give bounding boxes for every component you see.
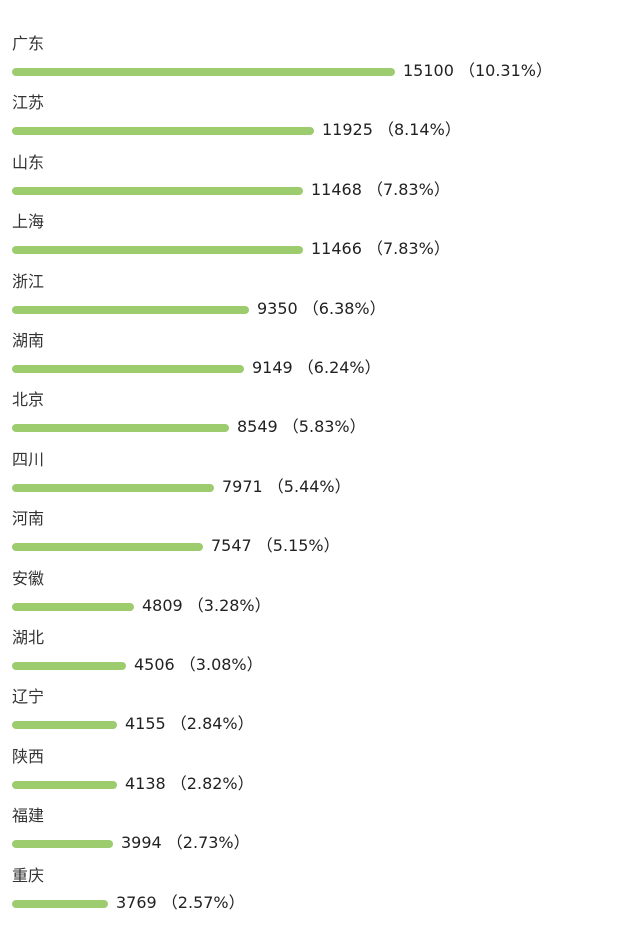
value-label: 3769 （2.57%） bbox=[116, 892, 245, 912]
bar bbox=[12, 186, 303, 195]
bar bbox=[12, 721, 117, 730]
category-label: 陕西 bbox=[12, 746, 45, 766]
category-label: 广东 bbox=[12, 34, 45, 53]
value-label: 7547 （5.15%） bbox=[211, 536, 340, 556]
bar-row: 江苏 11925 （8.14%） bbox=[0, 93, 625, 153]
category-label: 山东 bbox=[12, 152, 45, 172]
category-label: 四川 bbox=[12, 449, 45, 469]
category-label: 江苏 bbox=[12, 93, 45, 113]
category-label: 湖南 bbox=[12, 331, 45, 350]
bar bbox=[12, 68, 395, 76]
bar-row: 山东 11468 （7.83%） bbox=[0, 153, 625, 213]
value-label: 8549 （5.83%） bbox=[237, 417, 366, 437]
bar bbox=[12, 543, 203, 552]
bar-row: 陕西 4138 （2.82%） bbox=[0, 747, 625, 807]
bar-row: 浙江 9350 （6.38%） bbox=[0, 272, 625, 332]
value-label: 11468 （7.83%） bbox=[311, 179, 450, 199]
bar bbox=[12, 780, 117, 789]
bar-row: 湖南 9149 （6.24%） bbox=[0, 331, 625, 391]
category-label: 河南 bbox=[12, 509, 45, 529]
bar-row: 安徽 4809 （3.28%） bbox=[0, 569, 625, 629]
value-label: 4809 （3.28%） bbox=[142, 595, 271, 615]
bar-row: 四川 7971 （5.44%） bbox=[0, 450, 625, 510]
category-label: 辽宁 bbox=[12, 687, 45, 707]
bar bbox=[12, 305, 249, 314]
bar bbox=[12, 365, 244, 373]
bar-row: 福建 3994 （2.73%） bbox=[0, 806, 625, 866]
bar-row: 广东 15100 （10.31%） bbox=[0, 34, 625, 94]
bar bbox=[12, 483, 214, 492]
category-label: 重庆 bbox=[12, 865, 45, 885]
value-label: 11466 （7.83%） bbox=[311, 239, 450, 259]
bar bbox=[12, 424, 229, 433]
bar bbox=[12, 662, 126, 670]
bar bbox=[12, 127, 314, 136]
category-label: 福建 bbox=[12, 806, 45, 826]
category-label: 浙江 bbox=[12, 271, 45, 291]
bar-row: 北京 8549 （5.83%） bbox=[0, 390, 625, 450]
bar-row: 上海 11466 （7.83%） bbox=[0, 212, 625, 272]
value-label: 3994 （2.73%） bbox=[121, 833, 250, 853]
value-label: 4155 （2.84%） bbox=[125, 714, 254, 734]
bar bbox=[12, 246, 303, 255]
value-label: 15100 （10.31%） bbox=[403, 61, 552, 80]
value-label: 4138 （2.82%） bbox=[125, 773, 254, 793]
bar-row: 湖北 4506 （3.08%） bbox=[0, 628, 625, 688]
bar-row: 河南 7547 （5.15%） bbox=[0, 509, 625, 569]
value-label: 9149 （6.24%） bbox=[252, 358, 381, 377]
value-label: 4506 （3.08%） bbox=[134, 655, 263, 674]
value-label: 7971 （5.44%） bbox=[222, 476, 351, 496]
category-label: 湖北 bbox=[12, 628, 45, 647]
bar bbox=[12, 840, 113, 849]
value-label: 11925 （8.14%） bbox=[322, 120, 461, 140]
category-label: 北京 bbox=[12, 390, 45, 410]
value-label: 9350 （6.38%） bbox=[257, 298, 386, 318]
category-label: 上海 bbox=[12, 212, 45, 232]
bar bbox=[12, 899, 108, 908]
bar bbox=[12, 602, 134, 611]
category-label: 安徽 bbox=[12, 568, 45, 588]
bar-row: 重庆 3769 （2.57%） bbox=[0, 866, 625, 926]
bar-row: 辽宁 4155 （2.84%） bbox=[0, 687, 625, 747]
